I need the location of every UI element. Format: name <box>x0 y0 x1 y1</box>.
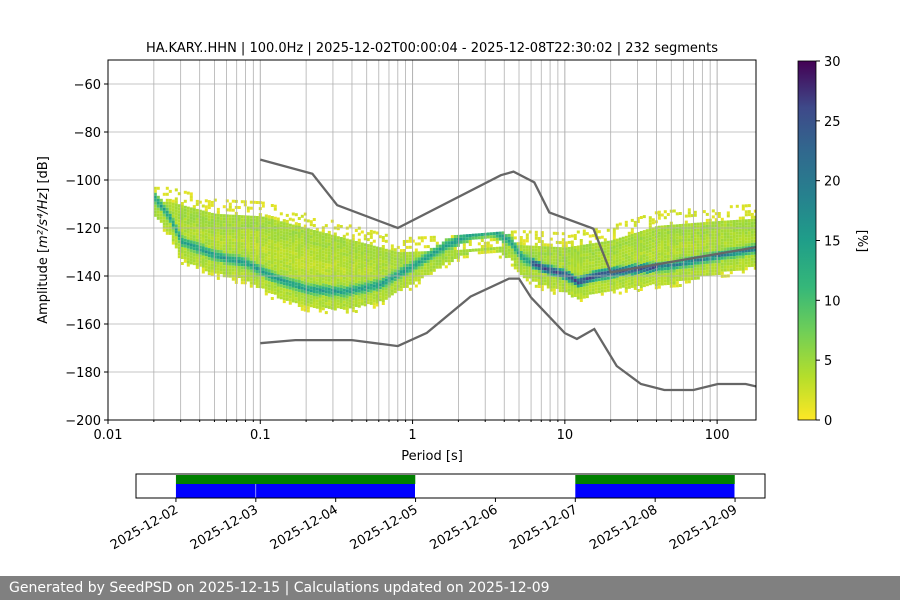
x-tick-label: 10 <box>557 428 574 443</box>
x-tick-label: 1 <box>408 428 416 443</box>
timeline-frame <box>135 473 766 499</box>
colorbar: 0 5 10 15 20 25 30 [%] <box>797 55 869 429</box>
y-axis-label-suffix: ] [dB] <box>36 156 51 193</box>
timeline-date-label: 2025-12-05 <box>348 502 421 553</box>
colorbar-tick-label: 5 <box>824 354 832 369</box>
colorbar-tick-label: 10 <box>824 294 841 309</box>
y-tick-label: −200 <box>65 414 101 429</box>
colorbar-tick-label: 0 <box>824 414 832 429</box>
timeline-date-label: 2025-12-03 <box>188 502 261 553</box>
timeline-blue-segment <box>256 484 416 498</box>
noise-model-curves <box>259 158 756 392</box>
timeline-green-segment <box>175 475 416 484</box>
timeline-date-ticks: 2025-12-02 2025-12-03 2025-12-04 2025-12-05… <box>108 498 740 553</box>
x-axis-label: Period [s] <box>401 449 463 464</box>
timeline-segments <box>175 475 735 498</box>
x-tick-label: 0.1 <box>250 428 271 443</box>
timeline-date-label: 2025-12-08 <box>587 502 660 553</box>
plot-frame <box>107 59 757 421</box>
x-tick-label: 100 <box>705 428 730 443</box>
chart-title: HA.KARY..HHN | 100.0Hz | 2025-12-02T00:0… <box>146 41 718 56</box>
colorbar-label: [%] <box>854 230 869 253</box>
y-tick-label: −160 <box>65 318 101 333</box>
y-tick-label: −60 <box>74 78 101 93</box>
y-axis-label-prefix: Amplitude [ <box>36 248 51 324</box>
plot-grid <box>108 60 756 420</box>
y-tick-label: −140 <box>65 270 101 285</box>
timeline-date-label: 2025-12-07 <box>507 502 580 553</box>
y-tick-label: −80 <box>74 126 101 141</box>
colorbar-tick-label: 30 <box>824 55 841 70</box>
colorbar-gradient <box>797 60 817 421</box>
nlnm-curve <box>260 277 756 392</box>
timeline-blue-segment <box>575 484 735 498</box>
y-axis-label: Amplitude [m²/s⁴/Hz] [dB] <box>36 156 51 324</box>
timeline-date-label: 2025-12-02 <box>108 502 181 553</box>
x-tick-label: 0.01 <box>94 428 123 443</box>
timeline-date-label: 2025-12-04 <box>268 502 341 553</box>
y-tick-label: −100 <box>65 174 101 189</box>
timeline-date-label: 2025-12-09 <box>667 502 740 553</box>
colorbar-tick-label: 20 <box>824 175 841 190</box>
y-axis-label-math: m²/s⁴/Hz <box>36 192 51 248</box>
x-axis-ticks: 0.01 0.1 1 10 100 <box>94 420 730 443</box>
colorbar-tick-label: 15 <box>824 235 841 250</box>
colorbar-tick-label: 25 <box>824 115 841 130</box>
y-axis-ticks: −200 −180 −160 −140 −120 −100 −80 −60 <box>65 78 108 429</box>
y-tick-label: −180 <box>65 366 101 381</box>
colorbar-ticks: 0 5 10 15 20 25 30 <box>816 55 841 429</box>
footer-text: Generated by SeedPSD on 2025-12-15 | Cal… <box>9 580 550 596</box>
y-tick-label: −120 <box>65 222 101 237</box>
timeline-green-segment <box>575 475 735 484</box>
timeline-date-label: 2025-12-06 <box>427 502 500 553</box>
footer-bar: Generated by SeedPSD on 2025-12-15 | Cal… <box>0 576 900 600</box>
psd-plot-area: 0.01 0.1 1 10 100 −200 −180 −160 −140 −120 −100 −8… <box>36 59 757 464</box>
timeline-blue-segment <box>175 484 256 498</box>
nhnm-curve <box>259 158 756 274</box>
data-availability-timeline: 2025-12-02 2025-12-03 2025-12-04 2025-12-05… <box>108 473 766 553</box>
